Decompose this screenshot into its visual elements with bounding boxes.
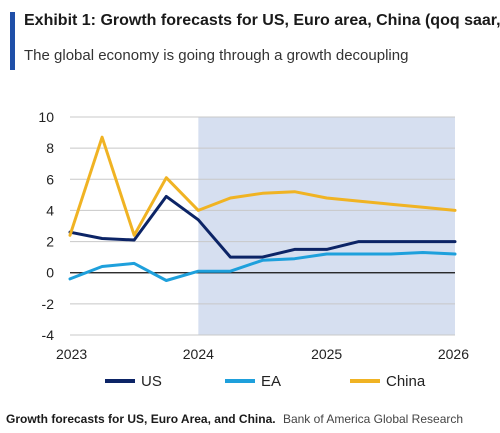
y-tick-label: 4 (46, 202, 54, 218)
y-tick-label: 8 (46, 140, 54, 156)
chart-title: Exhibit 1: Growth forecasts for US, Euro… (24, 12, 500, 29)
caption-source: Bank of America Global Research (282, 412, 464, 426)
y-tick-label: -2 (42, 296, 55, 312)
y-tick-label: 10 (38, 109, 54, 125)
y-tick-label: 2 (46, 234, 54, 250)
legend-label-us: US (141, 373, 162, 390)
x-tick-label: 2026 (438, 346, 469, 362)
x-tick-label: 2023 (56, 346, 87, 362)
y-tick-label: -4 (42, 327, 55, 343)
forecast-shade (198, 117, 456, 335)
caption-lead: Growth forecasts for US, Euro Area, and … (6, 412, 276, 426)
legend-label-ea: EA (261, 373, 281, 390)
caption: Growth forecasts for US, Euro Area, and … (6, 412, 463, 426)
y-tick-label: 6 (46, 171, 54, 187)
accent-bar (10, 12, 15, 70)
series-line-us (68, 194, 457, 259)
legend-label-china: China (386, 373, 426, 390)
x-tick-label: 2024 (183, 346, 214, 362)
series-line-ea (68, 251, 457, 282)
y-tick-label: 0 (46, 265, 54, 281)
chart-subtitle: The global economy is going through a gr… (24, 47, 409, 64)
series-line-china (68, 135, 457, 237)
x-tick-label: 2025 (311, 346, 342, 362)
